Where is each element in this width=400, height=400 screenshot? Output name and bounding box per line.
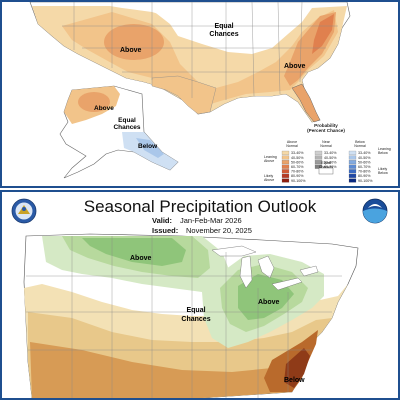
legend-bin-label: 50-60% bbox=[358, 160, 371, 164]
legend-swatch bbox=[281, 150, 290, 155]
above-zone-dark-west bbox=[104, 24, 164, 60]
legend-swatch bbox=[314, 150, 323, 155]
legend-likely-below: Likely Below bbox=[378, 167, 388, 175]
legend-bin-label: 40-50% bbox=[291, 156, 304, 160]
legend-swatch bbox=[348, 164, 357, 169]
legend-bin-label: 90-100% bbox=[291, 179, 306, 183]
legend-bin-label: 70-80% bbox=[291, 170, 304, 174]
legend-bin-label: 60-70% bbox=[291, 165, 304, 169]
texas bbox=[151, 75, 217, 115]
legend-swatch bbox=[281, 164, 290, 169]
probability-legend: Probability (Percent Chance) Above Normal … bbox=[264, 123, 391, 183]
above-zone-darker-southeast bbox=[312, 14, 334, 54]
legend-swatch bbox=[281, 178, 290, 183]
legend-bin-label: 60-70% bbox=[358, 165, 371, 169]
legend-swatch bbox=[348, 155, 357, 160]
label-above-alaska: Above bbox=[94, 105, 114, 112]
legend-swatch bbox=[314, 160, 323, 165]
below-zone-dark bbox=[30, 342, 312, 398]
legend-swatch bbox=[281, 173, 290, 178]
legend-bin-label: 40-50% bbox=[358, 156, 371, 160]
label-equal-chances: Equal Chances bbox=[181, 307, 210, 323]
commerce-seal-logo[interactable] bbox=[11, 198, 37, 224]
issued-label: Issued: bbox=[152, 226, 178, 235]
legend-swatch bbox=[314, 164, 323, 169]
alaska-below-mid bbox=[136, 138, 164, 158]
state-borders bbox=[26, 236, 342, 398]
legend-equal-chances: Equal Chances bbox=[319, 161, 333, 169]
precipitation-outlook-panel: Seasonal Precipitation Outlook Valid: Ja… bbox=[0, 190, 400, 400]
legend-bin-label: 40-50% bbox=[324, 156, 337, 160]
label-equal-chances-alaska: Equal Chances bbox=[113, 117, 140, 131]
label-equal-chances-north: Equal Chances bbox=[209, 23, 238, 38]
label-below-alaska: Below bbox=[138, 143, 158, 150]
legend-leaning-above: Leaning Above bbox=[264, 155, 277, 163]
legend-equal-chances-swatch bbox=[318, 167, 334, 175]
great-lakes bbox=[211, 245, 319, 291]
valid-value: Jan-Feb-Mar 2026 bbox=[180, 216, 242, 225]
legend-above-bins: 33-40%40-50%50-60%60-70%70-80%80-90%90-1… bbox=[281, 150, 306, 183]
legend-swatch bbox=[281, 169, 290, 174]
label-above-west: Above bbox=[120, 47, 142, 54]
legend-bin-label: 33-40% bbox=[324, 151, 337, 155]
legend-below-header: Below Normal bbox=[354, 140, 366, 148]
label-above-ohio: Above bbox=[258, 299, 280, 306]
legend-title: Probability (Percent Chance) bbox=[307, 123, 345, 133]
state-borders bbox=[62, 2, 338, 100]
legend-swatch bbox=[314, 155, 323, 160]
legend-swatch bbox=[281, 155, 290, 160]
label-above-southeast: Above bbox=[284, 63, 306, 70]
legend-near-header: Near Normal bbox=[320, 140, 332, 148]
legend-swatch bbox=[348, 173, 357, 178]
legend-bin-label: 80-90% bbox=[358, 174, 371, 178]
legend-leaning-below: Leaning Below bbox=[378, 147, 391, 155]
label-above-north: Above bbox=[130, 255, 152, 262]
florida bbox=[291, 83, 321, 123]
legend-bin-label: 60-70% bbox=[324, 165, 337, 169]
legend-above-header: Above Normal bbox=[286, 140, 298, 148]
precipitation-outlook-map: Seasonal Precipitation Outlook Valid: Ja… bbox=[11, 197, 388, 398]
noaa-logo[interactable] bbox=[362, 198, 388, 224]
temperature-outlook-panel: Above Equal Chances Above Above Equal Chan… bbox=[0, 0, 400, 188]
alaska-above-dark bbox=[78, 92, 110, 112]
legend-swatch bbox=[348, 160, 357, 165]
legend-swatch bbox=[348, 178, 357, 183]
valid-label: Valid: bbox=[152, 216, 172, 225]
below-zone-deepest bbox=[284, 348, 310, 388]
legend-bin-label: 33-40% bbox=[291, 151, 304, 155]
legend-below-bins: 33-40%40-50%50-60%60-70%70-80%80-90%90-1… bbox=[348, 150, 373, 183]
legend-swatch bbox=[281, 160, 290, 165]
equal-chances-zone bbox=[98, 4, 274, 40]
above-zone-north-dark bbox=[82, 238, 186, 266]
legend-bin-label: 50-60% bbox=[324, 160, 337, 164]
issued-value: November 20, 2025 bbox=[186, 226, 252, 235]
legend-bin-label: 70-80% bbox=[358, 170, 371, 174]
temperature-outlook-map: Above Equal Chances Above Above Equal Chan… bbox=[29, 2, 391, 183]
legend-bin-label: 50-60% bbox=[291, 160, 304, 164]
legend-bin-label: 33-40% bbox=[358, 151, 371, 155]
legend-swatch bbox=[348, 150, 357, 155]
legend-bin-label: 90-100% bbox=[358, 179, 373, 183]
legend-swatch bbox=[348, 169, 357, 174]
page-title: Seasonal Precipitation Outlook bbox=[84, 197, 317, 216]
legend-near-bins: 33-40%40-50%50-60%60-70% bbox=[314, 150, 337, 169]
legend-bin-label: 80-90% bbox=[291, 174, 304, 178]
legend-likely-above: Likely Above bbox=[264, 174, 274, 182]
label-below-southeast: Below bbox=[284, 377, 305, 384]
